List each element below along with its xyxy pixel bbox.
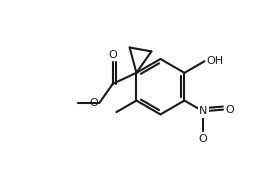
Text: OH: OH: [207, 56, 224, 66]
Text: N: N: [199, 106, 207, 116]
Text: O: O: [199, 134, 207, 144]
Text: O: O: [225, 105, 234, 115]
Text: O: O: [108, 50, 117, 60]
Text: O: O: [89, 98, 98, 108]
